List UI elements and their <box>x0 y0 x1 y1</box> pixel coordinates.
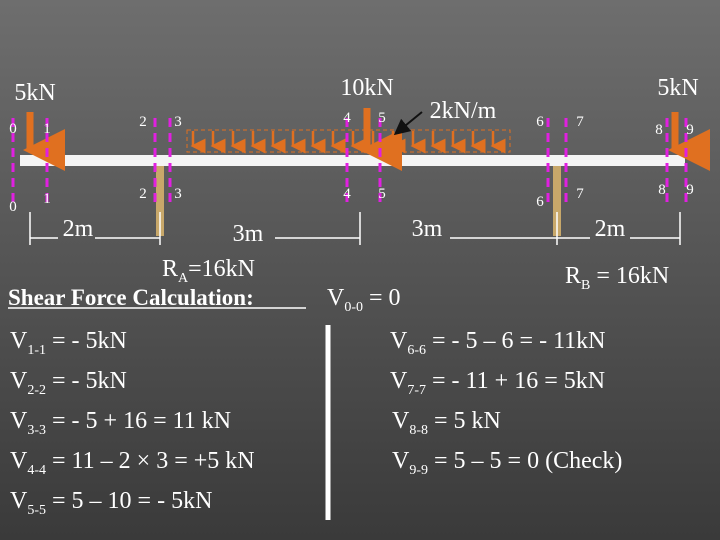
dimension-line <box>29 212 681 245</box>
load-label: 2kN/m <box>430 98 497 124</box>
expression: = 5 kN <box>428 408 501 434</box>
subscript: 8-8 <box>409 423 428 438</box>
subscript: B <box>581 278 590 293</box>
section-label: 1 <box>43 191 51 207</box>
symbol: V <box>327 285 345 311</box>
subscript: A <box>178 271 189 286</box>
section-label: 7 <box>576 114 584 130</box>
symbol: R <box>162 256 178 282</box>
reaction <box>156 166 164 236</box>
equation: V1-1 = - 5kN <box>10 328 127 358</box>
section-label: 3 <box>174 114 182 130</box>
section-label: 6 <box>536 194 544 210</box>
symbol: V <box>392 448 410 474</box>
expression: = 0 <box>363 285 401 311</box>
span-label: 3m <box>233 221 264 247</box>
expression: = - 5kN <box>46 328 127 354</box>
load-label: 5kN <box>14 80 55 106</box>
symbol: V <box>10 488 28 514</box>
span-label: 3m <box>412 216 443 242</box>
reaction-label: RA=16kN <box>162 256 255 286</box>
section-label: 9 <box>686 122 694 138</box>
subscript: 6-6 <box>407 343 426 358</box>
heading: Shear Force Calculation: <box>8 285 254 310</box>
symbol: V <box>10 408 28 434</box>
equation: V8-8 = 5 kN <box>392 408 501 438</box>
span-label: 2m <box>63 216 94 242</box>
symbol: V <box>390 368 408 394</box>
symbol: R <box>565 263 581 289</box>
expression: = 5 – 10 = - 5kN <box>46 488 212 514</box>
equation: V6-6 = - 5 – 6 = - 11kN <box>390 328 606 358</box>
subscript: 4-4 <box>27 463 46 478</box>
expression: =16kN <box>188 256 255 282</box>
expression: = 5 – 5 = 0 (Check) <box>428 448 622 474</box>
subscript: 0-0 <box>344 300 363 315</box>
equation: V0-0 = 0 <box>327 285 401 315</box>
subscript: 3-3 <box>27 423 46 438</box>
symbol: V <box>392 408 410 434</box>
expression: = 11 – 2 × 3 = +5 kN <box>46 448 255 474</box>
expression: = - 11 + 16 = 5kN <box>426 368 605 394</box>
symbol: V <box>10 368 28 394</box>
section-label: 6 <box>536 114 544 130</box>
section-label: 5 <box>378 110 386 126</box>
udl-pointer <box>393 111 423 136</box>
symbol: V <box>10 328 28 354</box>
section-label: 7 <box>576 186 584 202</box>
span-label: 2m <box>595 216 626 242</box>
expression: = - 5 – 6 = - 11kN <box>426 328 606 354</box>
expression: = 16kN <box>590 263 669 289</box>
beam <box>20 155 685 166</box>
section-label: 9 <box>686 182 694 198</box>
equation: V9-9 = 5 – 5 = 0 (Check) <box>392 448 622 478</box>
section-label: 4 <box>343 186 351 202</box>
subscript: 7-7 <box>407 383 426 398</box>
reaction <box>553 166 561 236</box>
section-label: 2 <box>139 186 147 202</box>
load-label: 10kN <box>340 75 393 101</box>
load-label: 5kN <box>657 75 698 101</box>
section-label: 8 <box>655 122 663 138</box>
equation: V4-4 = 11 – 2 × 3 = +5 kN <box>10 448 255 478</box>
subscript: 1-1 <box>27 343 46 358</box>
symbol: V <box>390 328 408 354</box>
expression: = - 5kN <box>46 368 127 394</box>
section-label: 5 <box>378 186 386 202</box>
subscript: 5-5 <box>27 503 46 518</box>
subscript: 9-9 <box>409 463 428 478</box>
equation: V5-5 = 5 – 10 = - 5kN <box>10 488 212 518</box>
subscript: 2-2 <box>27 383 46 398</box>
section-label: 3 <box>174 186 182 202</box>
section-label: 4 <box>343 110 351 126</box>
reaction-label: RB = 16kN <box>565 263 669 293</box>
symbol: V <box>10 448 28 474</box>
expression: = - 5 + 16 = 11 kN <box>46 408 231 434</box>
section-label: 2 <box>139 114 147 130</box>
section-label: 8 <box>658 182 666 198</box>
section-label: 1 <box>43 121 51 137</box>
section-label: 0 <box>9 199 17 215</box>
equation: V2-2 = - 5kN <box>10 368 127 398</box>
equation: V7-7 = - 11 + 16 = 5kN <box>390 368 605 398</box>
equation: V3-3 = - 5 + 16 = 11 kN <box>10 408 231 438</box>
section-label: 0 <box>9 121 17 137</box>
